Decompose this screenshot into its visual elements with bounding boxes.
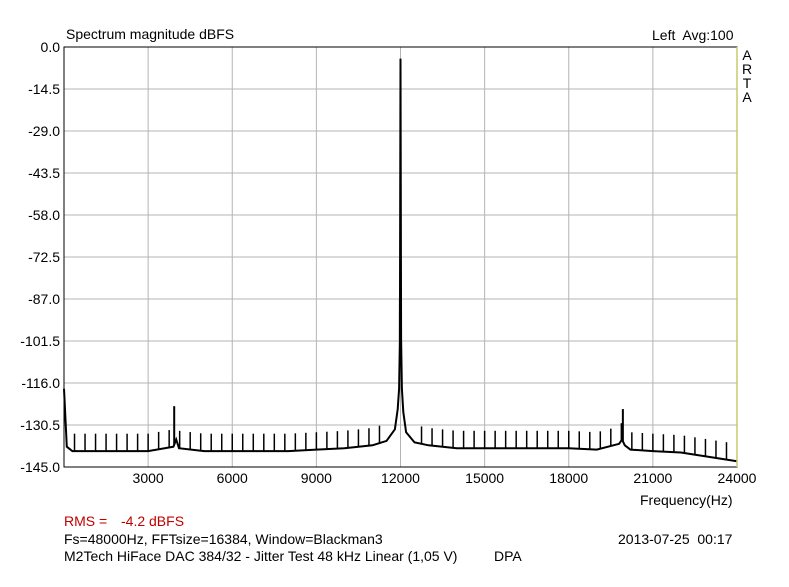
arta-logo: A R T A — [740, 48, 754, 104]
y-tick-label: -72.5 — [28, 249, 60, 265]
y-tick-label: -29.0 — [28, 123, 60, 139]
channel-average-info: Left Avg:100 — [652, 27, 734, 43]
y-tick-label: -130.5 — [20, 417, 60, 433]
y-tick-labels: 0.0 -14.5 -29.0 -43.5 -58.0 -72.5 -87.0 -101.5 -… — [20, 39, 60, 475]
rms-value: -4.2 dBFS — [121, 513, 185, 529]
x-tick-label: 6000 — [217, 470, 248, 486]
x-tick-label: 12000 — [381, 470, 420, 486]
y-tick-label: -14.5 — [28, 81, 60, 97]
x-axis-label: Frequency(Hz) — [640, 492, 733, 508]
y-tick-label: -87.0 — [28, 291, 60, 307]
y-tick-label: -145.0 — [20, 459, 60, 475]
chart-title: Spectrum magnitude dBFS — [66, 26, 235, 42]
y-tick-label: -58.0 — [28, 207, 60, 223]
analysis-settings: Fs=48000Hz, FFTsize=16384, Window=Blackm… — [64, 531, 383, 547]
measurement-description: M2Tech HiFace DAC 384/32 - Jitter Test 4… — [64, 548, 458, 564]
x-tick-label: 24000 — [718, 470, 757, 486]
arta-letter: T — [742, 75, 752, 91]
arta-letter: A — [742, 47, 752, 63]
y-tick-label: -43.5 — [28, 165, 60, 181]
arta-letter: R — [741, 61, 753, 77]
y-tick-label: 0.0 — [41, 39, 61, 55]
y-tick-label: -101.5 — [20, 333, 60, 349]
measurement-datetime: 2013-07-25 00:17 — [618, 531, 733, 547]
x-tick-label: 21000 — [633, 470, 672, 486]
x-tick-labels: 3000 6000 9000 12000 15000 18000 21000 24000 — [133, 470, 757, 486]
x-tick-label: 3000 — [133, 470, 164, 486]
arta-letter: A — [742, 89, 752, 105]
rms-label: RMS = — [64, 513, 108, 529]
x-tick-label: 9000 — [301, 470, 332, 486]
x-tick-label: 18000 — [549, 470, 588, 486]
x-tick-label: 15000 — [465, 470, 504, 486]
source-tag: DPA — [494, 548, 522, 564]
y-tick-label: -116.0 — [21, 375, 60, 391]
spectrum-trace — [63, 58, 738, 463]
